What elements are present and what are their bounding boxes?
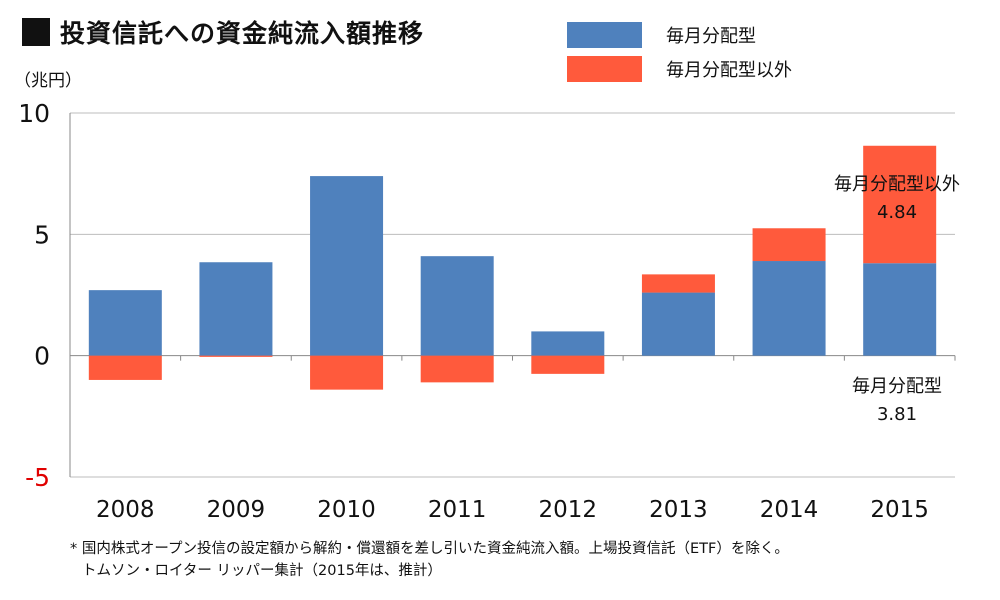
bar-2012-series-0 — [531, 331, 605, 356]
bar-2012-series-1 — [531, 355, 605, 374]
y-tick-label: -5 — [25, 463, 50, 492]
bar-2011-series-1 — [420, 355, 494, 383]
x-tick-label: 2010 — [317, 497, 376, 523]
footnote-line-2: トムソン・ロイター リッパー集計（2015年は、推計） — [82, 563, 442, 579]
legend-item-monthly: 毎月分配型 — [567, 20, 792, 50]
annotation-other-label: 毎月分配型以外 — [834, 174, 960, 195]
bar-2011-series-0 — [420, 256, 494, 356]
bar-2009-series-1 — [199, 355, 273, 357]
bar-2014-series-0 — [752, 261, 826, 356]
legend-item-other: 毎月分配型以外 — [567, 54, 792, 84]
chart-title: 投資信託への資金純流入額推移 — [60, 19, 425, 48]
chart-title-row: 投資信託への資金純流入額推移 — [22, 14, 424, 50]
legend-swatch-other — [567, 56, 642, 82]
footnote-line-1: * 国内株式オープン投信の設定額から解約・償還額を差し引いた資金純流入額。上場投… — [70, 541, 789, 557]
bar-2009-series-0 — [199, 262, 273, 356]
y-tick-label: 10 — [18, 99, 50, 128]
annotation-monthly-label: 毎月分配型 — [852, 376, 942, 397]
legend: 毎月分配型 毎月分配型以外 — [567, 20, 792, 88]
bar-2015-series-0 — [863, 263, 937, 356]
bar-2013-series-0 — [641, 292, 715, 356]
y-tick-label: 0 — [34, 342, 50, 371]
x-tick-label: 2008 — [96, 497, 155, 523]
x-tick-label: 2012 — [539, 497, 598, 523]
x-tick-label: 2011 — [428, 497, 487, 523]
bar-2010-series-1 — [310, 355, 384, 390]
bar-2013-series-1 — [641, 274, 715, 293]
bar-2014-series-1 — [752, 228, 826, 262]
x-tick-label: 2015 — [870, 497, 929, 523]
annotation-monthly-value: 3.81 — [877, 404, 917, 425]
bar-2008-series-1 — [88, 355, 162, 380]
y-unit-label: （兆円） — [14, 71, 82, 91]
x-tick-label: 2013 — [649, 497, 708, 523]
annotation-other-value: 4.84 — [877, 202, 917, 223]
x-tick-label: 2009 — [207, 497, 266, 523]
footnote: * 国内株式オープン投信の設定額から解約・償還額を差し引いた資金純流入額。上場投… — [70, 538, 789, 582]
bar-2008-series-0 — [88, 290, 162, 356]
title-square-icon — [22, 18, 50, 46]
legend-swatch-monthly — [567, 22, 642, 48]
legend-label-other: 毎月分配型以外 — [666, 60, 792, 81]
x-tick-label: 2014 — [760, 497, 819, 523]
bar-2010-series-0 — [310, 176, 384, 356]
bar-2015-series-1 — [863, 145, 937, 264]
y-tick-label: 5 — [34, 220, 50, 249]
legend-label-monthly: 毎月分配型 — [666, 26, 756, 47]
